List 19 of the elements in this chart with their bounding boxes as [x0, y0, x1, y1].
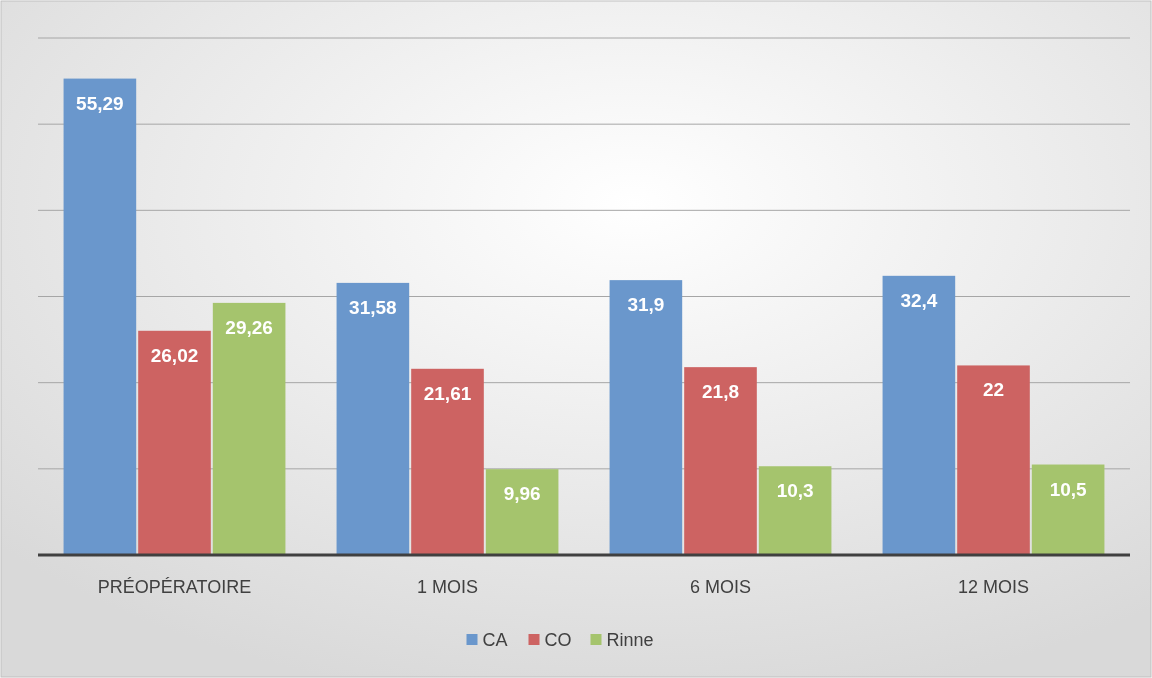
data-label: 26,02 [150, 344, 199, 366]
x-tick-label: 6 MOIS [689, 577, 752, 597]
data-label: 10,5 [1049, 478, 1088, 500]
data-label: 9,96 [503, 483, 541, 505]
data-label: 31,58 [349, 296, 397, 318]
legend-label: Rinne [606, 630, 654, 651]
data-label: 21,61 [423, 382, 472, 404]
legend-label: CA [482, 630, 508, 651]
legend-label: CO [544, 630, 572, 651]
data-label: 29,26 [225, 316, 273, 338]
data-label: 22 [982, 379, 1005, 401]
x-tick-label: PRÉOPÉRATOIRE [97, 577, 252, 597]
x-tick-label: 1 MOIS [416, 577, 479, 597]
data-label: 32,4 [900, 289, 938, 311]
data-label: 55,29 [76, 92, 124, 114]
x-tick-label: 12 MOIS [957, 577, 1030, 597]
data-label: 21,8 [702, 381, 739, 403]
data-label: 31,9 [627, 294, 665, 316]
data-label: 10,3 [776, 480, 814, 502]
